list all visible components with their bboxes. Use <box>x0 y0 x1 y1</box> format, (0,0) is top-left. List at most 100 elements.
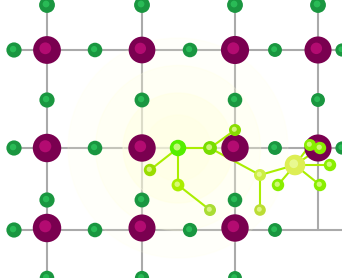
Point <box>91 47 97 51</box>
Point <box>314 97 320 101</box>
Point <box>10 145 16 149</box>
Point <box>43 275 49 278</box>
Point <box>139 275 144 278</box>
Point <box>44 146 50 150</box>
Point <box>207 145 212 149</box>
Point <box>232 128 238 132</box>
Point <box>175 183 181 187</box>
Point <box>232 276 238 278</box>
Point <box>231 46 236 51</box>
Point <box>232 127 237 131</box>
Point <box>91 227 97 231</box>
Point <box>256 207 262 212</box>
Point <box>316 182 322 187</box>
Point <box>314 2 320 6</box>
Point <box>139 3 145 7</box>
Point <box>314 144 319 148</box>
Point <box>327 163 333 167</box>
Point <box>232 226 238 230</box>
Point <box>139 97 144 101</box>
Point <box>92 48 98 52</box>
Point <box>207 207 212 212</box>
Point <box>187 48 193 52</box>
Point <box>339 145 342 149</box>
Point <box>139 98 145 102</box>
Point <box>11 146 17 150</box>
Point <box>137 224 143 229</box>
Point <box>316 145 322 150</box>
Point <box>275 183 281 187</box>
Point <box>138 2 144 6</box>
Point <box>232 197 237 201</box>
Point <box>291 162 297 166</box>
Point <box>139 226 145 230</box>
Point <box>11 48 17 52</box>
Point <box>139 48 145 52</box>
Point <box>317 146 323 150</box>
Point <box>314 46 319 51</box>
Point <box>315 48 321 52</box>
Point <box>339 47 342 51</box>
Point <box>42 144 48 148</box>
Point <box>207 146 213 150</box>
Point <box>339 48 342 52</box>
Point <box>231 2 237 6</box>
Point <box>11 228 17 232</box>
Point <box>231 144 236 148</box>
Point <box>257 208 263 212</box>
Point <box>92 228 98 232</box>
Point <box>232 146 238 150</box>
Point <box>256 172 262 177</box>
Point <box>307 143 313 147</box>
Point <box>272 145 277 149</box>
Point <box>43 2 49 6</box>
Point <box>272 48 278 52</box>
Point <box>139 146 145 150</box>
Point <box>187 228 193 232</box>
Point <box>146 167 152 172</box>
Point <box>207 208 213 212</box>
Point <box>174 182 180 187</box>
Point <box>43 97 49 101</box>
Point <box>139 198 145 202</box>
Point <box>232 198 238 202</box>
Point <box>232 48 238 52</box>
Point <box>44 276 50 278</box>
Point <box>175 146 181 150</box>
Point <box>232 98 238 102</box>
Point <box>44 3 50 7</box>
Point <box>186 227 192 231</box>
Point <box>44 48 50 52</box>
Point <box>44 198 50 202</box>
Point <box>10 227 16 231</box>
Point <box>137 46 143 51</box>
Point <box>306 142 312 147</box>
Point <box>139 197 144 201</box>
Point <box>137 144 143 148</box>
Point <box>317 183 323 187</box>
Point <box>232 3 238 7</box>
Point <box>92 146 98 150</box>
Point <box>339 146 342 150</box>
Point <box>315 98 321 102</box>
Point <box>232 275 237 278</box>
Circle shape <box>68 38 288 258</box>
Point <box>272 47 277 51</box>
Point <box>315 3 321 7</box>
Circle shape <box>123 93 233 203</box>
Point <box>272 228 278 232</box>
Point <box>10 47 16 51</box>
Circle shape <box>95 66 261 230</box>
Point <box>42 224 48 229</box>
Point <box>327 162 332 167</box>
Point <box>147 168 153 172</box>
Point <box>174 145 180 149</box>
Point <box>272 146 278 150</box>
Point <box>232 97 237 101</box>
Point <box>315 146 321 150</box>
Point <box>257 173 263 177</box>
Point <box>231 224 236 229</box>
Point <box>43 197 49 201</box>
Point <box>186 47 192 51</box>
Point <box>44 98 50 102</box>
